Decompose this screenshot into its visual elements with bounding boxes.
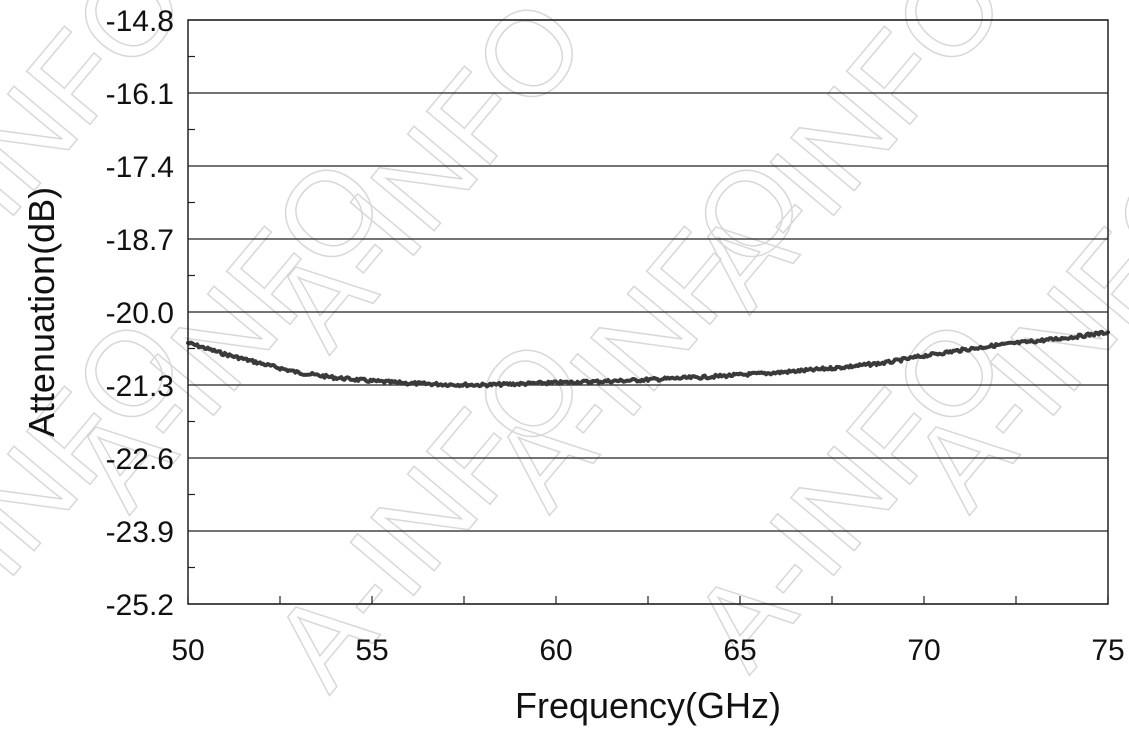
y-tick-labels: -14.8 -16.1 -17.4 -18.7 -20.0 -21.3 -22.6 -23.9…	[106, 5, 174, 622]
plot-frame	[187, 19, 1109, 605]
y-tick-label: -20.0	[106, 297, 174, 330]
y-tick-label: -21.3	[106, 370, 174, 403]
y-tick-label: -23.9	[106, 516, 174, 549]
x-axis-title: Frequency(GHz)	[515, 685, 781, 726]
y-tick-label: -17.4	[106, 151, 174, 184]
x-tick-label: 75	[1091, 634, 1124, 667]
series-line	[186, 329, 1110, 389]
y-tick-label: -14.8	[106, 5, 174, 38]
series-layer	[186, 329, 1110, 389]
x-tick-label: 60	[539, 634, 572, 667]
x-tick-label: 70	[907, 634, 940, 667]
x-tick-label: 65	[723, 634, 756, 667]
x-tick-labels: 50 55 60 65 70 75	[171, 634, 1124, 667]
y-tick-label: -16.1	[106, 78, 174, 111]
y-tick-label: -25.2	[106, 589, 174, 622]
y-tick-label: -22.6	[106, 443, 174, 476]
y-axis-title: Attenuation(dB)	[21, 187, 62, 437]
x-tick-label: 50	[171, 634, 204, 667]
y-tick-label: -18.7	[106, 224, 174, 257]
x-tick-label: 55	[355, 634, 388, 667]
